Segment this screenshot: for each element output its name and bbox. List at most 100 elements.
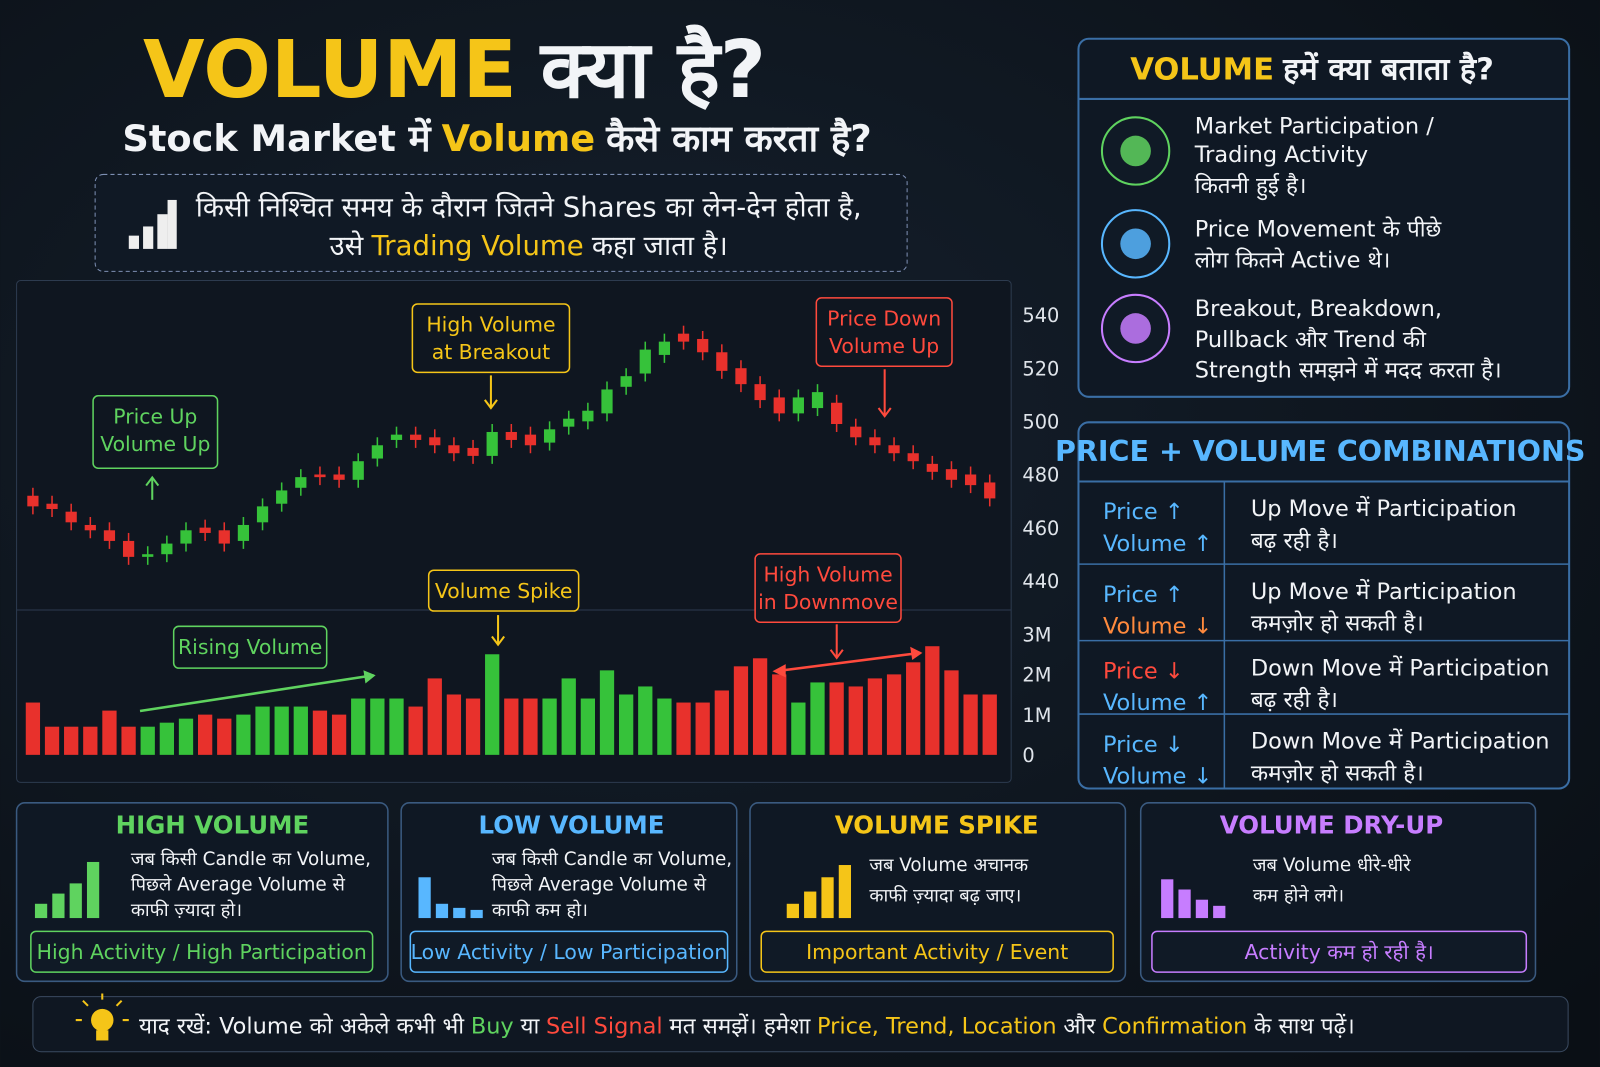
volume-bar [695, 702, 710, 755]
volume-bar [102, 710, 117, 755]
footer-text-part: के साथ पढ़ें। [1254, 1012, 1355, 1039]
candle-body [716, 352, 728, 371]
y-tick-label: 520 [1022, 357, 1059, 380]
annotation-text: Volume Spike [435, 579, 572, 603]
candle-body [142, 554, 154, 557]
y-tick-label: 0 [1022, 744, 1034, 767]
volume-bar [714, 690, 729, 755]
volume-bar [580, 698, 596, 755]
meaning-text: Down Move में Participation [1251, 728, 1550, 755]
annotation-text: in Downmove [758, 590, 898, 614]
volume-bar [217, 718, 232, 755]
candle-body [122, 540, 135, 557]
bulb-icon [75, 993, 129, 1041]
card-icon-bar [86, 861, 100, 919]
volume-direction: Volume ↓ [1103, 613, 1212, 639]
card-text: पिछले Average Volume से [131, 874, 346, 896]
volume-bar [389, 698, 404, 755]
definition-line-part: कहा जाता है। [592, 230, 728, 262]
candle-body [754, 384, 766, 401]
insight-text: कितनी हुई है। [1195, 172, 1307, 201]
candle-body [984, 482, 996, 499]
meaning-text: Up Move में Participation [1251, 578, 1517, 605]
candle-body [888, 445, 900, 454]
card-tag [409, 930, 729, 973]
insight-icon-core [1120, 313, 1151, 344]
footer-text-part: Buy [471, 1013, 514, 1039]
panel-title-part: VOLUME [1130, 53, 1274, 88]
volume-bar [848, 686, 863, 755]
footer-text-part: या [520, 1013, 540, 1039]
footer-text-part: याद रखें: Volume को अकेले कभी भी [139, 1012, 465, 1039]
insight-icon-core [1120, 135, 1151, 167]
candle-body [907, 453, 919, 462]
candle-body [180, 530, 192, 544]
candle-body [276, 490, 288, 504]
annotation-box [172, 625, 328, 669]
candle-body [677, 333, 690, 342]
volume-bar [427, 678, 442, 755]
volume-bar [561, 678, 576, 755]
candle-body [869, 437, 881, 446]
candle-body [161, 543, 173, 555]
annotation-text: Rising Volume [178, 635, 322, 659]
candle-body [582, 410, 594, 422]
candle-body [467, 447, 479, 456]
panel-title: VOLUME हमें क्या बताता है? [1130, 52, 1494, 88]
arrow-head [363, 670, 376, 684]
volume-bar [733, 666, 749, 755]
candle-body [371, 445, 383, 459]
volume-bar [829, 682, 844, 755]
meaning-text: बढ़ रही है। [1251, 527, 1338, 554]
panel-title-part: हमें क्या बताता है? [1282, 52, 1494, 88]
candle-body [945, 469, 958, 480]
insights-panel [1077, 37, 1571, 398]
volume-bar [465, 698, 481, 755]
volume-bar [657, 698, 672, 755]
trend-arrow [139, 674, 374, 713]
candle-body [448, 445, 460, 454]
card-text: काफी ज़्यादा हो। [131, 899, 242, 921]
annotation-box [411, 303, 571, 374]
insight-icon-core [1120, 228, 1151, 260]
subtitle-part: Stock Market में [122, 117, 432, 160]
volume-bar [274, 706, 289, 755]
card-text: जब किसी Candle का Volume, [131, 848, 371, 870]
card-title: VOLUME DRY-UP [1220, 810, 1443, 839]
volume-bar [867, 678, 883, 755]
definition-line: किसी निश्चित समय के दौरान जितने Shares क… [196, 191, 862, 223]
card-icon-bar [1213, 905, 1226, 919]
card-text: कम होने लगे। [1253, 885, 1344, 907]
panel-title: PRICE + VOLUME COMBINATIONS [1055, 434, 1585, 468]
insight-text: Market Participation / [1195, 114, 1434, 140]
y-tick-label: 480 [1022, 464, 1059, 487]
annotation-text: Price Up [113, 404, 197, 428]
card-icon-bar [821, 877, 834, 919]
candle-body [831, 402, 843, 425]
annotation-text: Volume Up [100, 432, 210, 456]
footer-text-part: Sell Signal [546, 1013, 663, 1039]
candle-body [65, 511, 77, 523]
volume-bar [485, 654, 500, 755]
footer-text-part: Confirmation [1102, 1013, 1247, 1039]
card-text: जब Volume धीरे-धीरे [1253, 854, 1411, 876]
card-text: काफी कम हो। [492, 899, 588, 921]
volume-bar [542, 698, 557, 755]
candle-body [199, 527, 211, 533]
candle-body [218, 530, 230, 544]
volume-bar [370, 698, 385, 755]
meaning-text: Down Move में Participation [1251, 654, 1550, 681]
arrow-head [145, 475, 160, 487]
volume-bar [25, 702, 41, 755]
insight-text: लोग कितने Active थे। [1195, 246, 1391, 273]
card-text: जब Volume अचानक [869, 855, 1029, 876]
card-icon-bar [453, 907, 466, 919]
annotation-text: Volume Up [829, 334, 939, 358]
y-tick-label: 1M [1022, 704, 1051, 727]
bars-icon [128, 199, 177, 249]
y-tick-label: 3M [1022, 623, 1051, 646]
insight-text: Breakout, Breakdown, [1195, 296, 1442, 322]
definition-line: उसे Trading Volume कहा जाता है। [330, 230, 728, 262]
main-title-part: क्या है? [539, 23, 766, 116]
